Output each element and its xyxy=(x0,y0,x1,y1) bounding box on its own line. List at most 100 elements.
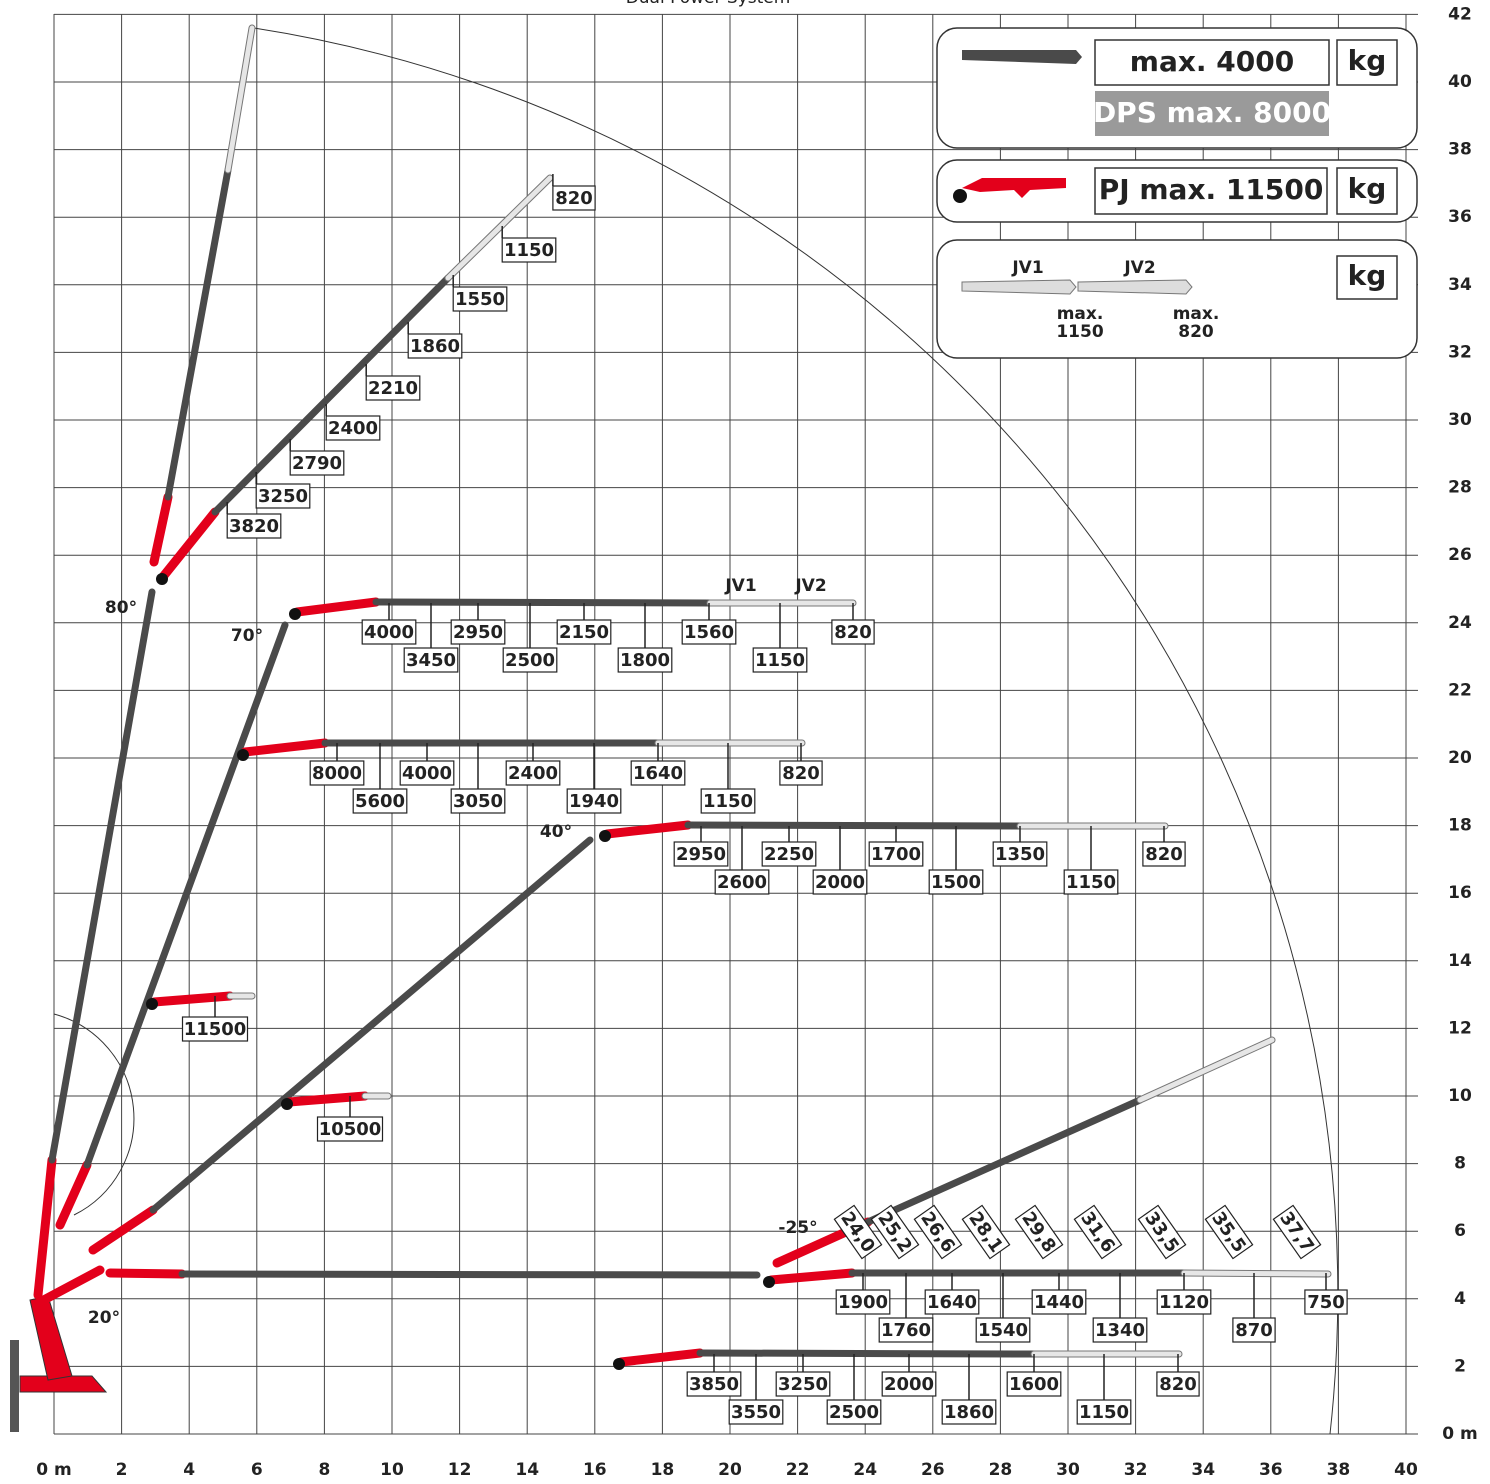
load-label: 1540 xyxy=(978,1320,1028,1341)
legend-pj-icon xyxy=(962,178,1066,198)
y-tick-label: 38 xyxy=(1448,140,1472,160)
load-label: 2150 xyxy=(559,622,609,643)
load-label: 2500 xyxy=(505,650,555,671)
load-label-box xyxy=(403,647,459,673)
boom-red xyxy=(35,1265,105,1307)
load-label: 1440 xyxy=(1034,1292,1084,1313)
boom-red xyxy=(157,507,220,583)
legend-jv2-max: 820 xyxy=(1178,322,1214,342)
load-label-box xyxy=(775,1371,831,1397)
legend-boom-label: max. 4000 xyxy=(1130,45,1294,78)
legend-unit-box xyxy=(1336,39,1398,86)
boom xyxy=(684,821,1024,830)
x-tick-label: 32 xyxy=(1124,1460,1148,1480)
y-tick-label: 24 xyxy=(1448,613,1472,633)
load-label: 1640 xyxy=(633,763,683,784)
load-label: 1600 xyxy=(1009,1374,1059,1395)
load-label: 3050 xyxy=(453,791,503,812)
load-label-box xyxy=(1063,869,1119,895)
load-label-box xyxy=(1232,1317,1276,1343)
reach-label: 33,5 xyxy=(1137,1204,1187,1260)
reach-label-box xyxy=(1137,1204,1187,1260)
load-label-box xyxy=(505,760,561,786)
title: Dual Power System xyxy=(626,0,791,8)
load-label: 3820 xyxy=(229,516,279,537)
load-label-box xyxy=(831,619,875,645)
load-label: 1150 xyxy=(755,650,805,671)
reach-label-box xyxy=(1014,1204,1064,1260)
x-tick-label: 38 xyxy=(1327,1460,1351,1480)
reach-label-box xyxy=(1272,1204,1322,1260)
load-label: 1900 xyxy=(838,1292,888,1313)
x-tick-label: 40 xyxy=(1394,1460,1418,1480)
x-tick-label: 18 xyxy=(651,1460,675,1480)
x-tick-label: 12 xyxy=(448,1460,472,1480)
boom xyxy=(48,588,156,1164)
load-label: 8000 xyxy=(312,763,362,784)
jib xyxy=(1137,1037,1275,1103)
load-label-box xyxy=(928,869,984,895)
boom xyxy=(372,598,714,607)
y-tick-label: 10 xyxy=(1448,1086,1472,1106)
jib-label: JV2 xyxy=(794,576,826,596)
joint xyxy=(289,608,301,620)
angle-label: 70° xyxy=(231,626,263,646)
load-label-box xyxy=(1076,1399,1132,1425)
boom xyxy=(178,1270,761,1279)
y-tick-label: 16 xyxy=(1448,883,1472,903)
load-label-box xyxy=(452,286,508,312)
legend-unit-box xyxy=(1336,255,1398,300)
joint xyxy=(281,1098,293,1110)
y-tick-label: 4 xyxy=(1454,1289,1466,1309)
joint xyxy=(237,749,249,761)
x-tick-label: 30 xyxy=(1056,1460,1080,1480)
legend-boom-icon xyxy=(962,50,1082,64)
load-label-box xyxy=(352,788,408,814)
y-tick-label: 22 xyxy=(1448,680,1472,700)
load-label: 4000 xyxy=(402,763,452,784)
load-label: 1940 xyxy=(569,791,619,812)
load-label: 4000 xyxy=(364,622,414,643)
load-label-box xyxy=(714,869,770,895)
load-label: 1640 xyxy=(927,1292,977,1313)
x-tick-label: 4 xyxy=(183,1460,195,1480)
joint xyxy=(763,1276,775,1288)
legend-jv1-max: 1150 xyxy=(1056,322,1103,342)
load-label: 750 xyxy=(1307,1292,1345,1313)
legend-box xyxy=(936,239,1418,359)
boom xyxy=(211,274,452,516)
load-label: 2250 xyxy=(764,844,814,865)
x-tick-label: 6 xyxy=(251,1460,263,1480)
legend-jv2: JV2 xyxy=(1123,258,1155,278)
load-label: 1150 xyxy=(1066,872,1116,893)
load-label: 2950 xyxy=(676,844,726,865)
load-label-box xyxy=(255,483,311,509)
x-tick-label: 36 xyxy=(1259,1460,1283,1480)
slew-arc xyxy=(53,1013,135,1216)
jib xyxy=(445,175,553,281)
x-tick-label: 24 xyxy=(853,1460,877,1480)
load-label-box xyxy=(779,760,823,786)
load-label: 1760 xyxy=(881,1320,931,1341)
load-label-box xyxy=(566,788,622,814)
jib xyxy=(1181,1270,1331,1277)
legend-jv2-max: max. xyxy=(1173,304,1220,324)
x-tick-label: 28 xyxy=(989,1460,1013,1480)
load-label-box xyxy=(761,841,817,867)
boom-red xyxy=(33,1155,57,1300)
load-label-box xyxy=(878,1317,934,1343)
load-label: 1120 xyxy=(1159,1292,1209,1313)
legend-dps-box xyxy=(1095,91,1329,136)
load-label: 1560 xyxy=(684,622,734,643)
load-label-box xyxy=(316,1116,384,1142)
column xyxy=(29,1295,73,1381)
x-tick-label: 14 xyxy=(515,1460,539,1480)
load-label: 2210 xyxy=(368,378,418,399)
legend-unit: kg xyxy=(1348,172,1387,205)
y-tick-label: 14 xyxy=(1448,951,1472,971)
load-label-box xyxy=(812,869,868,895)
load-label: 3250 xyxy=(778,1374,828,1395)
load-label: 5600 xyxy=(355,791,405,812)
y-tick-label: 40 xyxy=(1448,72,1472,92)
